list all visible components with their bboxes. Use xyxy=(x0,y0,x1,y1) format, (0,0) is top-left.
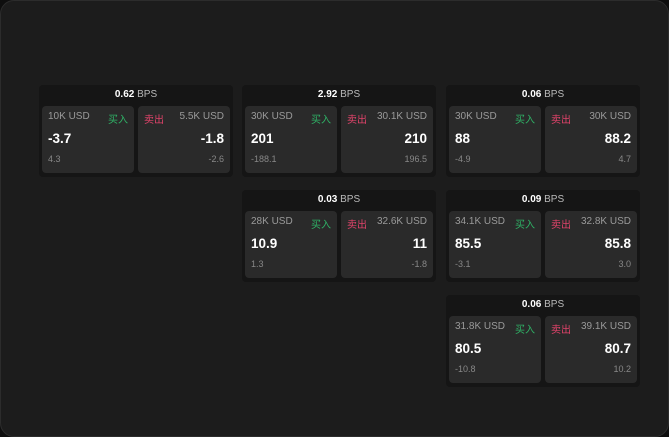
bid-size: 34.1K USD xyxy=(455,216,506,227)
bid-size: 31.8K USD xyxy=(455,321,506,332)
ask-size: 5.5K USD xyxy=(179,111,224,122)
buy-button[interactable]: 30K USD 买入 88 -4.9 xyxy=(449,106,541,173)
spread-unit: BPS xyxy=(544,299,565,310)
ask-price: 85.8 xyxy=(604,236,631,251)
bid-price: -3.7 xyxy=(48,131,72,146)
bid-change: -4.9 xyxy=(455,154,471,164)
bid-price: 80.5 xyxy=(455,341,482,356)
ask-change: 196.5 xyxy=(404,154,427,164)
spread-header: 0.06 BPS xyxy=(446,295,640,315)
spread-unit: BPS xyxy=(544,89,565,100)
bid-change: -188.1 xyxy=(251,154,277,164)
spread-header: 0.62 BPS xyxy=(39,85,233,105)
buy-label: 买入 xyxy=(515,220,535,231)
bid-change: 4.3 xyxy=(48,154,61,164)
spread-unit: BPS xyxy=(544,194,565,205)
spread-value: 0.03 xyxy=(317,194,338,205)
sell-label: 卖出 xyxy=(551,220,571,231)
buy-label: 买入 xyxy=(108,115,128,126)
ask-price: 210 xyxy=(404,131,427,146)
buy-button[interactable]: 10K USD 买入 -3.7 4.3 xyxy=(42,106,134,173)
sell-label: 卖出 xyxy=(551,325,571,336)
buy-label: 买入 xyxy=(311,115,331,126)
sell-button[interactable]: 卖出 32.6K USD 11 -1.8 xyxy=(341,211,433,278)
spread-value: 2.92 xyxy=(317,89,338,100)
bid-size: 30K USD xyxy=(251,111,293,122)
quote-card: 0.06 BPS 31.8K USD 买入 80.5 -10.8 卖出 39.1K … xyxy=(446,295,640,387)
quote-card: 0.06 BPS 30K USD 买入 88 -4.9 卖出 30K USD 88.… xyxy=(446,85,640,177)
sell-label: 卖出 xyxy=(551,115,571,126)
spread-value: 0.06 xyxy=(521,299,542,310)
spread-unit: BPS xyxy=(137,89,158,100)
quote-card: 0.62 BPS 10K USD 买入 -3.7 4.3 卖出 5.5K USD -… xyxy=(39,85,233,177)
sell-label: 卖出 xyxy=(347,115,367,126)
ask-size: 30K USD xyxy=(589,111,631,122)
spread-value: 0.09 xyxy=(521,194,542,205)
spread-unit: BPS xyxy=(340,89,361,100)
bid-size: 10K USD xyxy=(48,111,90,122)
sell-label: 卖出 xyxy=(347,220,367,231)
sell-button[interactable]: 卖出 32.8K USD 85.8 3.0 xyxy=(545,211,637,278)
bid-change: -10.8 xyxy=(455,364,476,374)
spread-header: 0.09 BPS xyxy=(446,190,640,210)
bid-change: -3.1 xyxy=(455,259,471,269)
buy-button[interactable]: 30K USD 买入 201 -188.1 xyxy=(245,106,337,173)
ask-size: 32.6K USD xyxy=(376,216,427,227)
bid-price: 85.5 xyxy=(455,236,482,251)
ask-price: 11 xyxy=(412,236,427,251)
bid-price: 10.9 xyxy=(251,236,278,251)
bid-price: 88 xyxy=(455,131,471,146)
buy-button[interactable]: 31.8K USD 买入 80.5 -10.8 xyxy=(449,316,541,383)
spread-header: 0.03 BPS xyxy=(242,190,436,210)
ask-size: 30.1K USD xyxy=(376,111,427,122)
spread-unit: BPS xyxy=(340,194,361,205)
ask-change: 3.0 xyxy=(618,259,631,269)
spread-header: 0.06 BPS xyxy=(446,85,640,105)
buy-button[interactable]: 28K USD 买入 10.9 1.3 xyxy=(245,211,337,278)
bid-size: 28K USD xyxy=(251,216,293,227)
sell-button[interactable]: 卖出 30K USD 88.2 4.7 xyxy=(545,106,637,173)
spread-value: 0.06 xyxy=(521,89,542,100)
spread-header: 2.92 BPS xyxy=(242,85,436,105)
quote-card: 2.92 BPS 30K USD 买入 201 -188.1 卖出 30.1K US… xyxy=(242,85,436,177)
buy-label: 买入 xyxy=(515,115,535,126)
ask-size: 39.1K USD xyxy=(580,321,631,332)
ask-size: 32.8K USD xyxy=(580,216,631,227)
buy-button[interactable]: 34.1K USD 买入 85.5 -3.1 xyxy=(449,211,541,278)
ask-price: -1.8 xyxy=(200,131,224,146)
ask-change: -1.8 xyxy=(411,259,427,269)
sell-button[interactable]: 卖出 5.5K USD -1.8 -2.6 xyxy=(138,106,230,173)
bid-change: 1.3 xyxy=(251,259,264,269)
ask-change: 10.2 xyxy=(613,364,631,374)
ask-change: -2.6 xyxy=(208,154,224,164)
quote-card: 0.09 BPS 34.1K USD 买入 85.5 -3.1 卖出 32.8K U… xyxy=(446,190,640,282)
buy-label: 买入 xyxy=(515,325,535,336)
ask-price: 88.2 xyxy=(604,131,631,146)
quote-card: 0.03 BPS 28K USD 买入 10.9 1.3 卖出 32.6K USD … xyxy=(242,190,436,282)
ask-change: 4.7 xyxy=(618,154,631,164)
bid-price: 201 xyxy=(251,131,274,146)
bid-size: 30K USD xyxy=(455,111,497,122)
sell-button[interactable]: 卖出 30.1K USD 210 196.5 xyxy=(341,106,433,173)
spread-value: 0.62 xyxy=(114,89,135,100)
sell-button[interactable]: 卖出 39.1K USD 80.7 10.2 xyxy=(545,316,637,383)
ask-price: 80.7 xyxy=(604,341,631,356)
sell-label: 卖出 xyxy=(144,115,164,126)
buy-label: 买入 xyxy=(311,220,331,231)
